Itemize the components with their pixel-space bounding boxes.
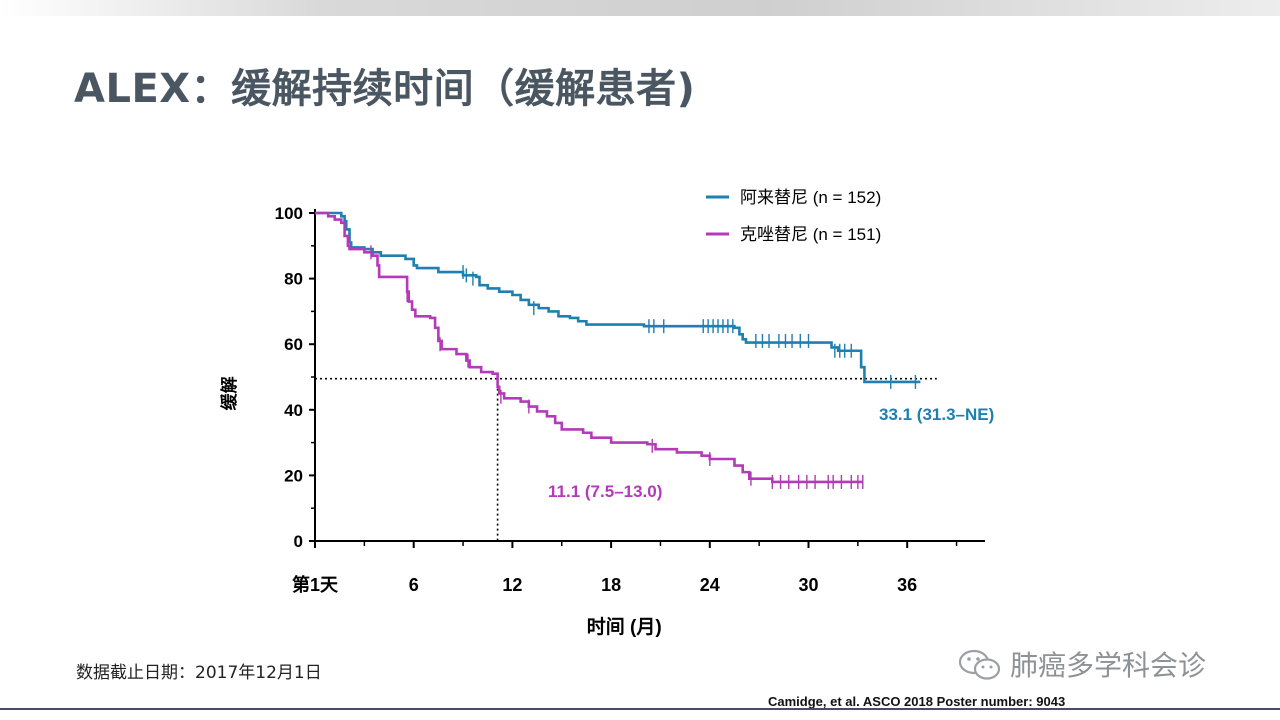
data-cutoff-note: 数据截止日期：2017年12月1日 bbox=[76, 663, 322, 683]
y-tick-label: 100 bbox=[275, 204, 303, 223]
y-axis-title: 缓解 bbox=[219, 376, 239, 410]
x-tick-label: 6 bbox=[409, 575, 419, 595]
median-label-alectinib: 33.1 (31.3–NE) bbox=[879, 405, 994, 424]
citation: Camidge, et al. ASCO 2018 Poster number:… bbox=[768, 694, 1066, 709]
x-tick-label: 18 bbox=[601, 575, 621, 595]
y-tick-label: 20 bbox=[284, 466, 303, 485]
x-tick-label: 第1天 bbox=[292, 574, 339, 595]
x-axis-title: 时间 (月) bbox=[587, 616, 662, 638]
y-tick-label: 40 bbox=[284, 401, 303, 420]
watermark-text: 肺癌多学科会诊 bbox=[1010, 649, 1207, 682]
legend-label-0: 阿来替尼 (n = 152) bbox=[740, 188, 881, 207]
wechat-icon bbox=[958, 649, 1001, 680]
km-curve-1 bbox=[315, 211, 863, 484]
x-tick-label: 24 bbox=[700, 575, 720, 595]
legend-label-1: 克唑替尼 (n = 151) bbox=[740, 225, 881, 244]
x-tick-label: 30 bbox=[798, 575, 818, 595]
y-tick-label: 60 bbox=[284, 335, 303, 354]
y-tick-label: 0 bbox=[294, 532, 303, 551]
top-gradient-bar bbox=[0, 0, 1280, 16]
x-tick-label: 12 bbox=[502, 575, 522, 595]
y-tick-label: 80 bbox=[284, 270, 303, 289]
slide-title: ALEX：缓解持续时间（缓解患者) bbox=[74, 66, 696, 112]
bottom-rule bbox=[0, 708, 1280, 710]
x-tick-label: 36 bbox=[897, 575, 917, 595]
median-label-crizotinib: 11.1 (7.5–13.0) bbox=[548, 482, 662, 501]
